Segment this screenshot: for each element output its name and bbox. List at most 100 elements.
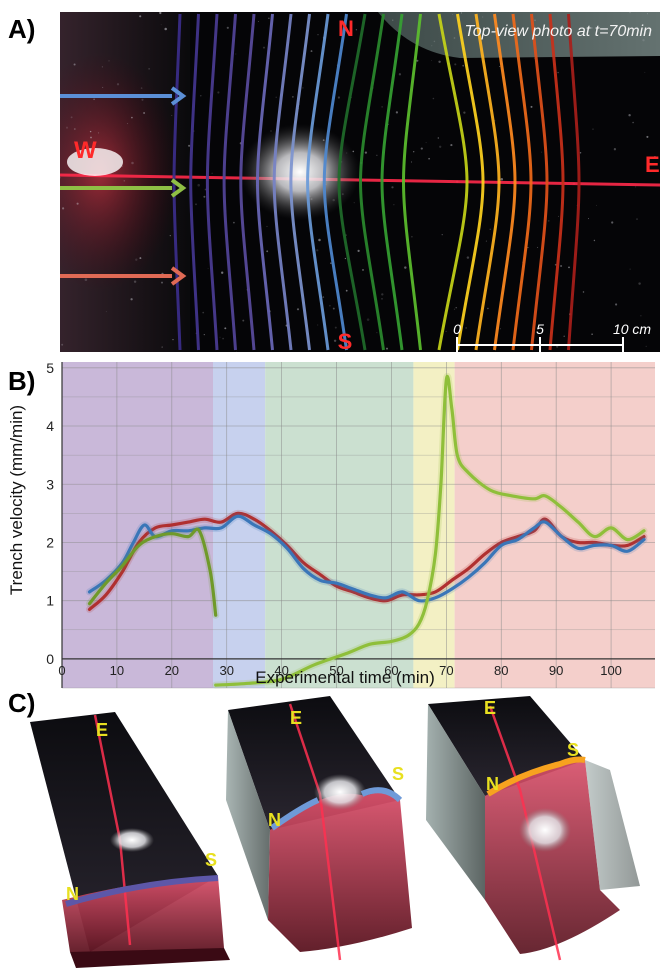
speckle [338,96,340,98]
speckle [318,239,321,242]
speckle [534,19,536,21]
speckle [588,218,589,219]
speckle [466,327,467,328]
speckle [346,290,348,292]
speckle [98,132,99,133]
speckle [482,16,483,17]
speckle [442,234,443,235]
speckle [614,148,616,150]
speckle [446,331,447,332]
speckle [233,222,235,224]
speckle [93,98,95,100]
speckle [135,259,137,261]
speckle [411,162,412,163]
speckle [563,336,565,338]
speckle [141,99,143,101]
speckle [171,115,172,116]
speckle [527,247,528,248]
block1-label-n: N [66,884,79,904]
speckle [365,151,367,153]
top-view-photo: Top-view photo at t=70min N S W E 0 5 10… [60,12,660,352]
speckle [381,106,382,107]
3d-renders: E N S E N S E N S [0,690,663,973]
speckle [531,106,533,108]
speckle [334,340,336,342]
compass-south: S [338,329,353,352]
y-axis-label: Trench velocity (mm/min) [7,405,26,595]
panel-a-label: A) [8,14,35,45]
speckle [131,117,133,119]
compass-west: W [74,137,97,164]
speckle [393,204,394,205]
speckle [392,20,393,21]
speckle [537,247,538,248]
speckle [316,249,318,251]
speckle [592,128,593,129]
render-block-2: E N S [226,696,412,960]
x-tick-label: 20 [165,663,179,678]
speckle [124,180,126,182]
speckle [596,205,597,206]
speckle [61,344,63,346]
speckle [615,303,617,305]
render-block-3: E N S [426,696,640,960]
speckle [461,12,462,13]
speckle [217,91,219,93]
speckle [318,34,319,35]
speckle [106,311,107,312]
scale-tick-10: 10 cm [613,321,651,337]
speckle [426,142,427,143]
speckle [558,216,559,217]
speckle [102,66,103,67]
speckle [628,114,630,116]
speckle [456,307,457,308]
speckle [161,24,162,25]
y-tick-label: 4 [46,418,54,434]
speckle [386,348,388,350]
speckle [646,346,647,347]
speckle [635,186,636,187]
speckle [188,145,190,147]
speckle [431,45,432,46]
speckle [548,220,550,222]
speckle [77,203,79,205]
speckle [638,282,640,284]
speckle [276,97,277,98]
speckle [212,173,213,174]
speckle [345,258,346,259]
speckle [258,21,259,22]
speckle [454,309,455,310]
speckle [357,250,359,252]
speckle [220,337,221,338]
speckle [376,332,377,333]
speckle [330,263,331,264]
block1-label-e: E [96,720,108,740]
scale-tick-0: 0 [453,321,461,337]
speckle [267,226,268,227]
speckle [396,111,398,113]
x-tick-label: 70 [439,663,453,678]
speckle [127,123,128,124]
speckle [594,240,595,241]
speckle [242,320,244,322]
speckle [222,338,224,340]
speckle [90,131,91,132]
speckle [568,266,570,268]
speckle [117,83,119,85]
speckle [164,28,167,31]
speckle [130,298,132,300]
speckle [335,327,337,329]
y-tick-label: 1 [46,593,54,609]
speckle [434,41,436,43]
speckle [322,296,324,298]
y-tick-label: 3 [46,476,54,492]
block3-label-n: N [486,774,499,794]
x-tick-label: 100 [600,663,622,678]
speckle [636,218,637,219]
speckle [161,346,163,348]
speckle [141,87,143,89]
photo-caption: Top-view photo at t=70min [464,23,652,40]
speckle [647,13,648,14]
speckle [632,122,634,124]
x-axis-label: Experimental time (min) [255,668,435,687]
